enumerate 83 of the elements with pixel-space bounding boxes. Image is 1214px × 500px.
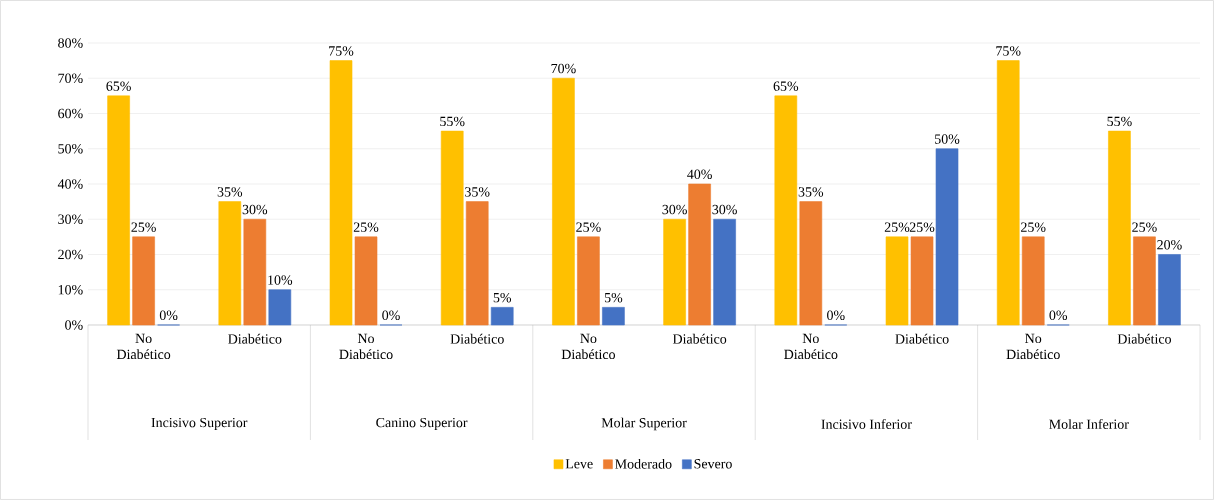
data-label: 25% [131,222,156,232]
x-tick-label: Diabético [1117,333,1172,344]
text: Incisivo Inferior [821,419,912,429]
y-tick-label: 30% [58,214,83,224]
y-tick-label: 10% [58,285,83,295]
data-label: 5% [493,292,512,303]
data-label: 35% [217,187,243,197]
data-label: 65% [106,81,131,91]
bar [713,218,736,326]
bar [688,183,711,326]
data-label: 50% [935,134,960,144]
bar [602,307,625,326]
bar [490,307,514,326]
bar [107,95,130,326]
bar [1158,254,1181,326]
bar [440,130,464,326]
data-label: 0% [159,310,178,321]
bar [1133,236,1156,326]
data-label: 55% [1107,116,1132,127]
y-tick-label: 20% [58,249,83,260]
bar [996,60,1020,326]
x-tick-label: Diabético [450,333,504,344]
data-label: 25% [1021,222,1046,232]
text: Incisivo Superior [151,417,248,431]
data-label: 55% [440,116,465,127]
y-tick-label: 60% [58,108,83,119]
text: Canino Superior [376,417,468,431]
x-tick-label: No Diabético [116,333,171,360]
bar [218,201,242,326]
data-label: 0% [382,310,400,321]
text: Molar Inferior [1049,419,1129,429]
bar [243,218,267,326]
bar [1108,130,1131,326]
data-label: 30% [662,204,687,215]
y-tick-label: 0% [65,320,83,330]
x-tick-label: Diabético [895,333,949,344]
data-label: 75% [329,46,354,56]
bar [1021,236,1045,326]
bar [935,148,959,326]
legend-label: Moderado [615,458,672,469]
data-label: 25% [909,222,935,232]
data-label: 25% [884,222,910,232]
data-label: 75% [996,46,1021,56]
data-label: 0% [827,310,845,321]
bar [354,236,378,326]
x-tick-label: Diabético [228,333,282,344]
bar [329,60,353,326]
data-label: 25% [1132,222,1157,232]
legend-label: Leve [565,459,593,469]
data-label: 20% [1157,240,1182,250]
bar [663,218,686,326]
x-tick-label: No Diabético [784,333,838,360]
bar [552,77,575,326]
bar [577,236,600,326]
bar [910,236,934,326]
y-tick-label: 80% [58,38,83,48]
data-label: 5% [604,292,623,303]
y-tick-label: 50% [58,144,83,154]
data-label: 25% [576,222,601,232]
bar [132,236,155,326]
data-label: 0% [1049,310,1068,321]
data-label: 35% [798,187,824,197]
x-tick-label: No Diabético [561,333,615,360]
data-label: 40% [687,169,712,180]
text: Molar Superior [601,417,687,431]
data-label: 35% [465,187,490,197]
y-tick-label: 40% [57,179,83,189]
data-label: 25% [353,222,379,232]
data-label: 30% [712,204,737,215]
data-label: 30% [242,204,268,215]
bar [465,201,489,326]
bar [885,236,909,326]
x-tick-label: Diabético [672,333,727,344]
data-label: 65% [773,81,799,91]
bar [268,289,292,326]
y-tick-label: 70% [58,73,83,83]
bar [799,201,823,326]
data-label: 10% [268,275,293,285]
bar [774,95,798,326]
legend-label: Severo [694,459,732,469]
x-tick-label: No Diabético [1006,333,1060,360]
x-tick-label: No Diabético [339,333,393,360]
data-label: 70% [551,63,576,74]
